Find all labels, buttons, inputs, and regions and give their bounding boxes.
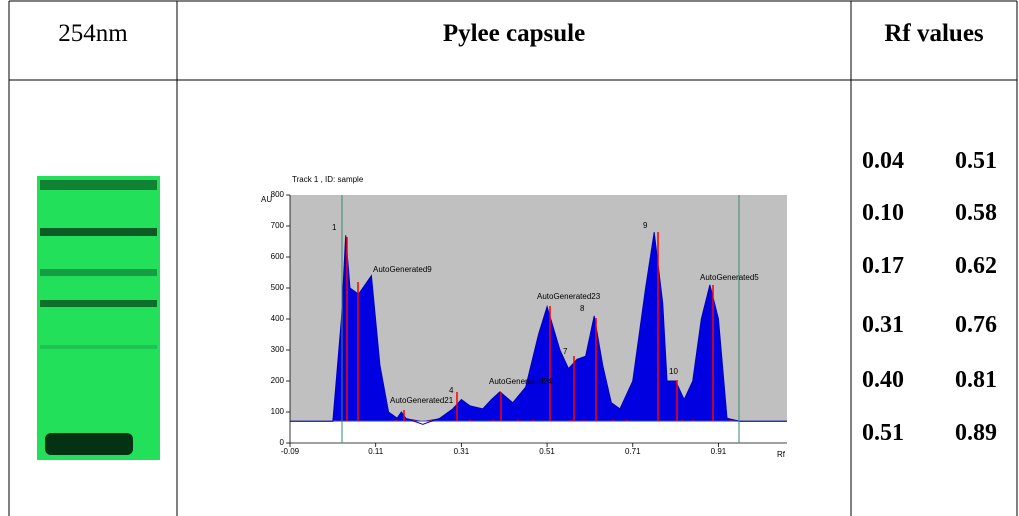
peak-label: 10	[669, 367, 678, 376]
densitogram-title: Track 1 , ID: sample	[292, 175, 364, 184]
peak-label: AutoGenerated5	[700, 273, 759, 282]
x-tick-label: -0.09	[281, 447, 300, 456]
peak-label: AutoGenerated24	[489, 377, 553, 386]
peak-label: 8	[580, 304, 585, 313]
rf-value: 0.04	[862, 148, 904, 174]
x-tick-label: 0.11	[368, 447, 384, 456]
x-axis-label: Rf	[777, 450, 786, 459]
y-tick-label: 200	[271, 376, 285, 385]
y-tick-label: 600	[271, 252, 285, 261]
header-cell: Pylee capsule	[442, 20, 586, 47]
peak-label: 9	[643, 221, 648, 230]
rf-value: 0.89	[955, 420, 997, 446]
rf-value: 0.81	[955, 367, 997, 393]
peak-label: AutoGenerated9	[373, 265, 432, 274]
trace-fill	[290, 232, 787, 421]
y-tick-label: 800	[271, 190, 285, 199]
y-tick-label: 400	[271, 314, 285, 323]
y-tick-label: 0	[280, 438, 285, 447]
rf-value: 0.17	[862, 253, 904, 279]
y-tick-label: 100	[271, 407, 285, 416]
y-tick-label: 500	[271, 283, 285, 292]
y-axis-label: AU	[261, 195, 272, 204]
header-cell: Rf values	[884, 20, 984, 47]
rf-value: 0.51	[862, 420, 904, 446]
rf-value: 0.10	[862, 200, 904, 226]
peak-label: AutoGenerated23	[537, 292, 601, 301]
rf-value: 0.58	[955, 200, 997, 226]
y-tick-label: 700	[271, 221, 285, 230]
peak-label: 7	[563, 347, 568, 356]
peak-label: 1	[332, 223, 337, 232]
y-tick-label: 300	[271, 345, 285, 354]
tlc-plate	[37, 176, 160, 460]
x-tick-label: 0.71	[625, 447, 641, 456]
rf-value: 0.31	[862, 312, 904, 338]
peak-label: 4	[449, 386, 454, 395]
x-tick-label: 0.31	[454, 447, 470, 456]
x-tick-label: 0.91	[711, 447, 727, 456]
rf-value: 0.76	[955, 312, 997, 338]
rf-value: 0.40	[862, 367, 904, 393]
rf-value: 0.62	[955, 253, 997, 279]
peak-label: AutoGenerated21	[390, 396, 454, 405]
x-tick-label: 0.51	[539, 447, 555, 456]
trace	[290, 232, 787, 425]
rf-value: 0.51	[955, 148, 997, 174]
header-cell: 254nm	[58, 20, 128, 47]
